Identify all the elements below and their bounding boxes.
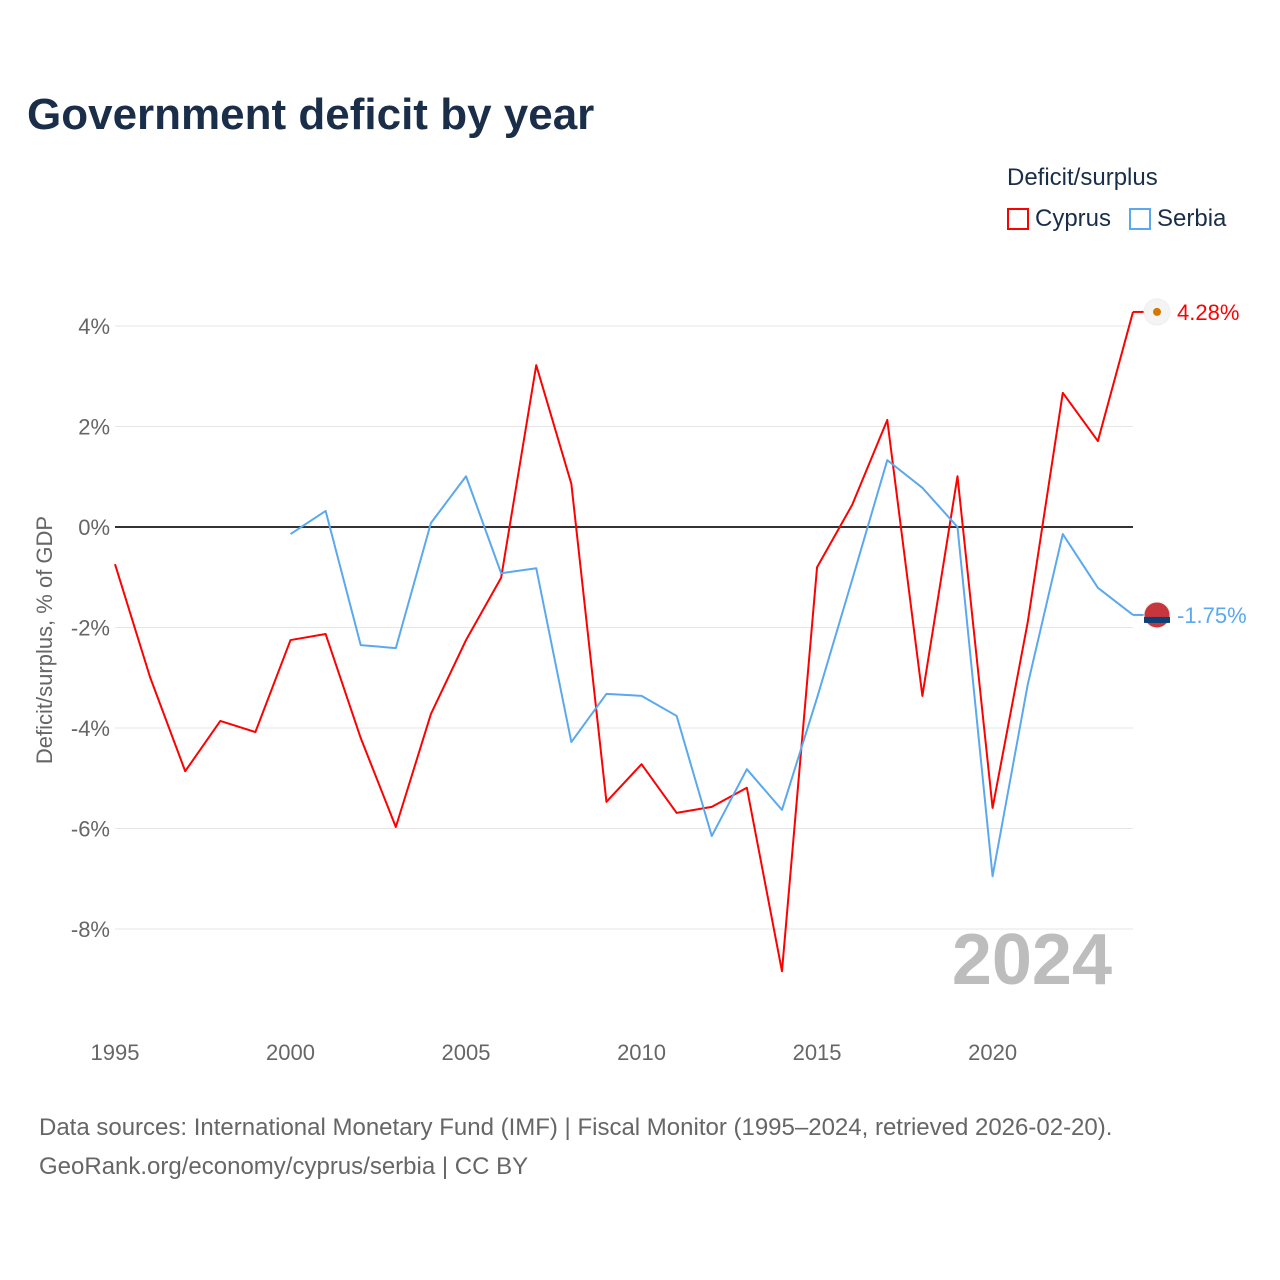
source-line-2: GeoRank.org/economy/cyprus/serbia | CC B… [39, 1153, 529, 1180]
y-tick-label: -8% [71, 917, 110, 942]
legend-title: Deficit/surplus [1007, 164, 1158, 191]
y-tick-label: -2% [71, 616, 110, 641]
flag-emblem [1153, 307, 1161, 316]
series-line-serbia [289, 459, 1134, 878]
x-tick-label: 2015 [793, 1040, 842, 1065]
legend-swatch-serbia [1129, 208, 1152, 230]
y-tick-label: -4% [71, 716, 110, 741]
y-tick-label: -6% [71, 817, 110, 842]
legend-item-serbia[interactable]: Serbia [1129, 205, 1226, 233]
y-axis-label: Deficit/surplus, % of GDP [32, 516, 57, 764]
legend-item-cyprus[interactable]: Cyprus [1007, 205, 1111, 233]
x-tick-label: 2000 [266, 1040, 315, 1065]
series-line-cyprus [114, 311, 1134, 973]
end-value-label: -1.75% [1177, 603, 1247, 628]
end-value-label: 4.28% [1177, 300, 1239, 325]
legend-label: Cyprus [1035, 205, 1112, 232]
y-tick-label: 4% [78, 314, 110, 339]
chart-title: Government deficit by year [27, 90, 595, 139]
source-line-1: Data sources: International Monetary Fun… [39, 1114, 1113, 1141]
x-tick-label: 1995 [91, 1040, 140, 1065]
legend-swatch-cyprus [1007, 208, 1029, 230]
x-tick-label: 2020 [968, 1040, 1017, 1065]
legend-label: Serbia [1157, 205, 1227, 232]
y-tick-label: 2% [78, 415, 110, 440]
source-note: Data sources: International Monetary Fun… [39, 1108, 1112, 1186]
x-tick-label: 2010 [617, 1040, 666, 1065]
x-tick-label: 2005 [442, 1040, 491, 1065]
y-tick-label: 0% [78, 515, 110, 540]
flag-stripe [1144, 616, 1170, 623]
year-watermark: 2024 [952, 920, 1112, 1000]
legend: Cyprus Serbia [1007, 205, 1226, 233]
flag-serbia-icon [1143, 601, 1171, 629]
